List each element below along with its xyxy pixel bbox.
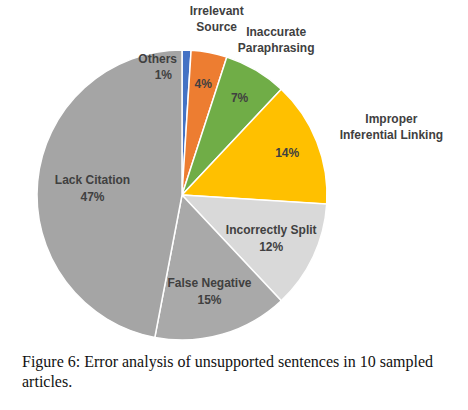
value-label: 12% [259,240,283,254]
value-label: 47% [80,190,104,204]
slice [37,50,182,337]
category-label: Incorrectly Split [226,223,317,237]
slice [182,89,327,204]
value-label: 7% [231,91,249,105]
caption: Figure 6: Error analysis of unsupported … [22,352,454,392]
value-label: 15% [197,293,221,307]
pie-chart: Others 1% IrrelevantSource 4% InaccuratePara… [0,0,468,348]
slices [37,50,327,340]
category-label: ImproperInferential Linking [340,112,443,142]
category-label: InaccurateParaphrasing [238,25,315,55]
value-label: 4% [195,77,213,91]
value-label: 1% [155,68,173,82]
category-label: Others [138,52,177,66]
category-label: IrrelevantSource [190,4,244,34]
labels: Others 1% IrrelevantSource 4% InaccuratePara… [55,4,443,307]
category-label: False Negative [167,276,251,290]
category-label: Lack Citation [55,173,130,187]
value-label: 14% [275,146,299,160]
